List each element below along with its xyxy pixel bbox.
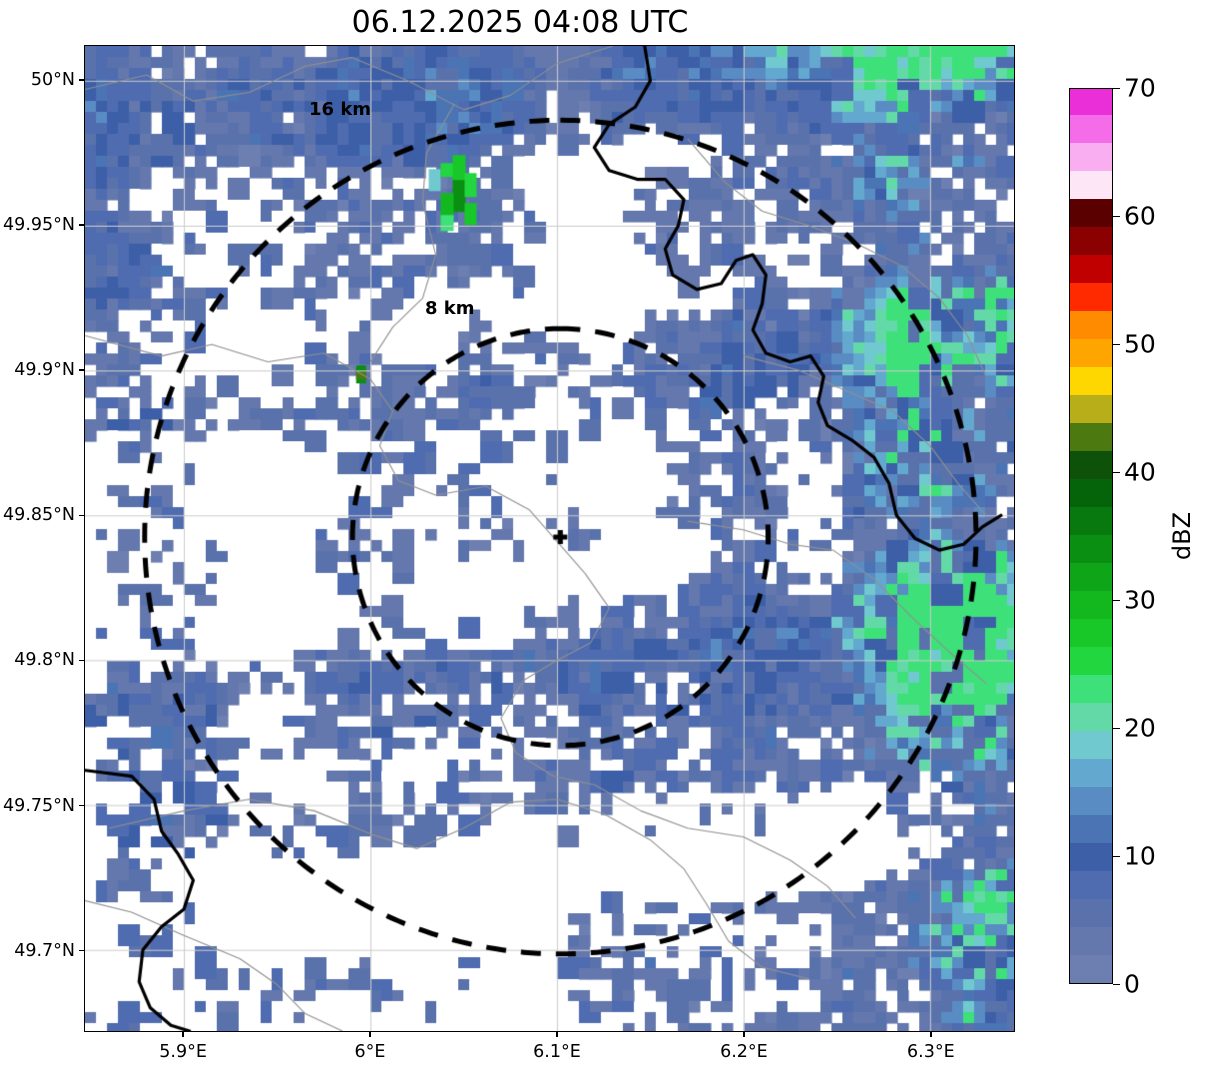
range-ring-label-8km: 8 km [425,298,475,319]
colorbar-band [1070,562,1112,591]
y-tick-label: 49.9°N [14,360,75,381]
colorbar-tick-label: 20 [1124,713,1156,743]
radar-plot-axes: 16 km 8 km [84,45,1015,1032]
colorbar-tick-label: 10 [1124,841,1156,871]
y-tick-mark [79,369,84,371]
colorbar-band [1070,226,1112,255]
page-title: 06.12.2025 04:08 UTC [351,5,689,40]
x-tick-mark [743,1032,745,1037]
colorbar-tick-label: 50 [1124,329,1156,359]
colorbar-band [1070,254,1112,283]
colorbar-tick-label: 70 [1124,73,1156,103]
colorbar-band [1070,674,1112,703]
colorbar-tick-mark [1113,984,1120,986]
colorbar-band [1070,954,1112,983]
y-tick-mark [79,224,84,226]
x-tick-label: 6.2°E [720,1042,768,1062]
x-tick-label: 6.3°E [907,1042,955,1062]
y-tick-mark [79,950,84,952]
colorbar-tick-label: 0 [1124,969,1140,999]
colorbar-band [1070,814,1112,843]
colorbar [1069,88,1113,984]
colorbar-band [1070,758,1112,787]
colorbar-band [1070,310,1112,339]
x-tick-label: 6.1°E [533,1042,581,1062]
colorbar-tick-mark [1113,856,1120,858]
y-tick-mark [79,804,84,807]
colorbar-label: dBZ [1168,511,1196,561]
colorbar-band [1070,534,1112,563]
colorbar-tick-mark [1113,728,1120,730]
colorbar-band [1070,702,1112,731]
colorbar-band [1070,450,1112,479]
x-tick-mark [369,1032,371,1037]
colorbar-band [1070,786,1112,815]
y-tick-label: 49.85°N [3,505,75,526]
y-tick-label: 50°N [30,69,75,90]
colorbar-tick-label: 60 [1124,201,1156,231]
y-tick-label: 49.95°N [3,214,75,235]
colorbar-band [1070,142,1112,171]
colorbar-tick-label: 40 [1124,457,1156,487]
colorbar-tick-mark [1113,600,1120,602]
colorbar-band [1070,618,1112,647]
colorbar-band [1070,394,1112,423]
colorbar-band [1070,898,1112,927]
y-tick-mark [79,514,84,516]
x-tick-mark [182,1032,184,1037]
colorbar-band [1070,338,1112,367]
colorbar-tick-mark [1113,88,1120,90]
colorbar-tick-mark [1113,344,1120,346]
colorbar-band [1070,590,1112,619]
colorbar-band [1070,478,1112,507]
x-tick-label: 6°E [354,1042,386,1062]
map-overlay-layer [85,46,1014,1031]
colorbar-band [1070,730,1112,759]
colorbar-band [1070,422,1112,451]
y-tick-mark [79,79,84,81]
x-tick-mark [930,1032,932,1037]
range-ring-label-16km: 16 km [309,99,372,120]
colorbar-band [1070,170,1112,199]
colorbar-tick-mark [1113,216,1120,218]
colorbar-band [1070,842,1112,871]
y-tick-mark [79,659,84,662]
colorbar-band [1070,89,1112,115]
colorbar-band [1070,506,1112,535]
x-tick-mark [556,1032,558,1037]
colorbar-band [1070,282,1112,311]
y-tick-label: 49.8°N [14,650,75,671]
colorbar-band [1070,198,1112,227]
y-tick-label: 49.7°N [14,940,75,961]
colorbar-band [1070,646,1112,675]
x-tick-label: 5.9°E [159,1042,207,1062]
colorbar-band [1070,926,1112,955]
colorbar-band [1070,114,1112,143]
y-tick-label: 49.75°N [3,795,75,816]
colorbar-tick-label: 30 [1124,585,1156,615]
colorbar-band [1070,366,1112,395]
colorbar-band [1070,870,1112,899]
colorbar-tick-mark [1113,472,1120,474]
